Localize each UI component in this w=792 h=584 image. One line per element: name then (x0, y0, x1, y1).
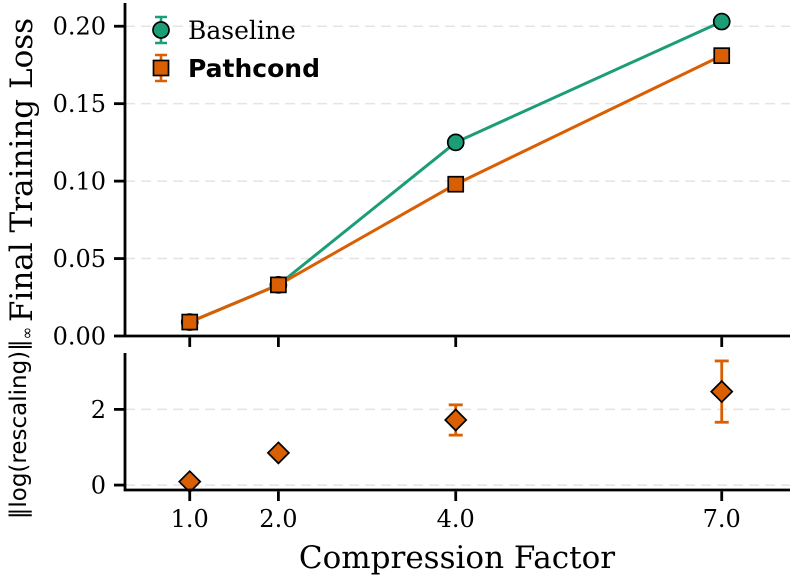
y-axis-label-rescaling-subscript: ∞ (17, 326, 36, 340)
y-axis-label-rescaling-text: ‖log(rescaling)‖ (6, 339, 33, 520)
rescaling-marker (710, 379, 734, 404)
pathcond-errorbar-marker-icon (152, 53, 170, 83)
top-panel-y-tick-label: 0.00 (53, 323, 106, 351)
bottom-panel-y-tick-label: 2 (91, 396, 106, 424)
bottom-panel-spines (123, 353, 790, 492)
top-panel-y-tick-label: 0.10 (53, 168, 106, 196)
pathcond-marker (447, 175, 465, 193)
rescaling-marker (444, 408, 468, 432)
pathcond-square-marker-icon (152, 59, 170, 77)
legend-item-baseline: Baseline (146, 13, 320, 47)
baseline-errorbar-marker-icon (152, 15, 170, 45)
legend: Baseline Pathcond (146, 13, 320, 85)
bottom-panel-y-tick-label: 0 (91, 472, 106, 500)
pathcond-marker (270, 276, 287, 294)
legend-label-baseline: Baseline (188, 15, 296, 45)
x-tick-label: 2.0 (259, 505, 297, 533)
x-tick-label: 7.0 (703, 505, 741, 533)
legend-label-pathcond: Pathcond (188, 53, 320, 83)
x-tick-label: 1.0 (171, 505, 209, 533)
top-panel-y-tick-label: 0.05 (53, 245, 106, 273)
baseline-marker (712, 12, 731, 31)
x-axis-label: Compression Factor (298, 540, 616, 576)
pathcond-marker (181, 313, 199, 331)
pathcond-line (189, 54, 723, 324)
top-panel-y-tick-label: 0.15 (53, 90, 106, 118)
rescaling-marker (266, 441, 291, 465)
y-axis-label-loss: Final Training Loss (4, 17, 40, 323)
pathcond-marker (713, 47, 731, 65)
legend-item-pathcond: Pathcond (146, 51, 320, 85)
top-panel-spines (123, 3, 790, 338)
top-panel-y-tick-label: 0.20 (53, 13, 106, 41)
x-tick-label: 4.0 (437, 505, 475, 533)
baseline-marker (446, 133, 465, 152)
baseline-circle-marker-icon (152, 21, 170, 39)
y-axis-label-rescaling: ‖log(rescaling)‖∞ (6, 327, 36, 519)
